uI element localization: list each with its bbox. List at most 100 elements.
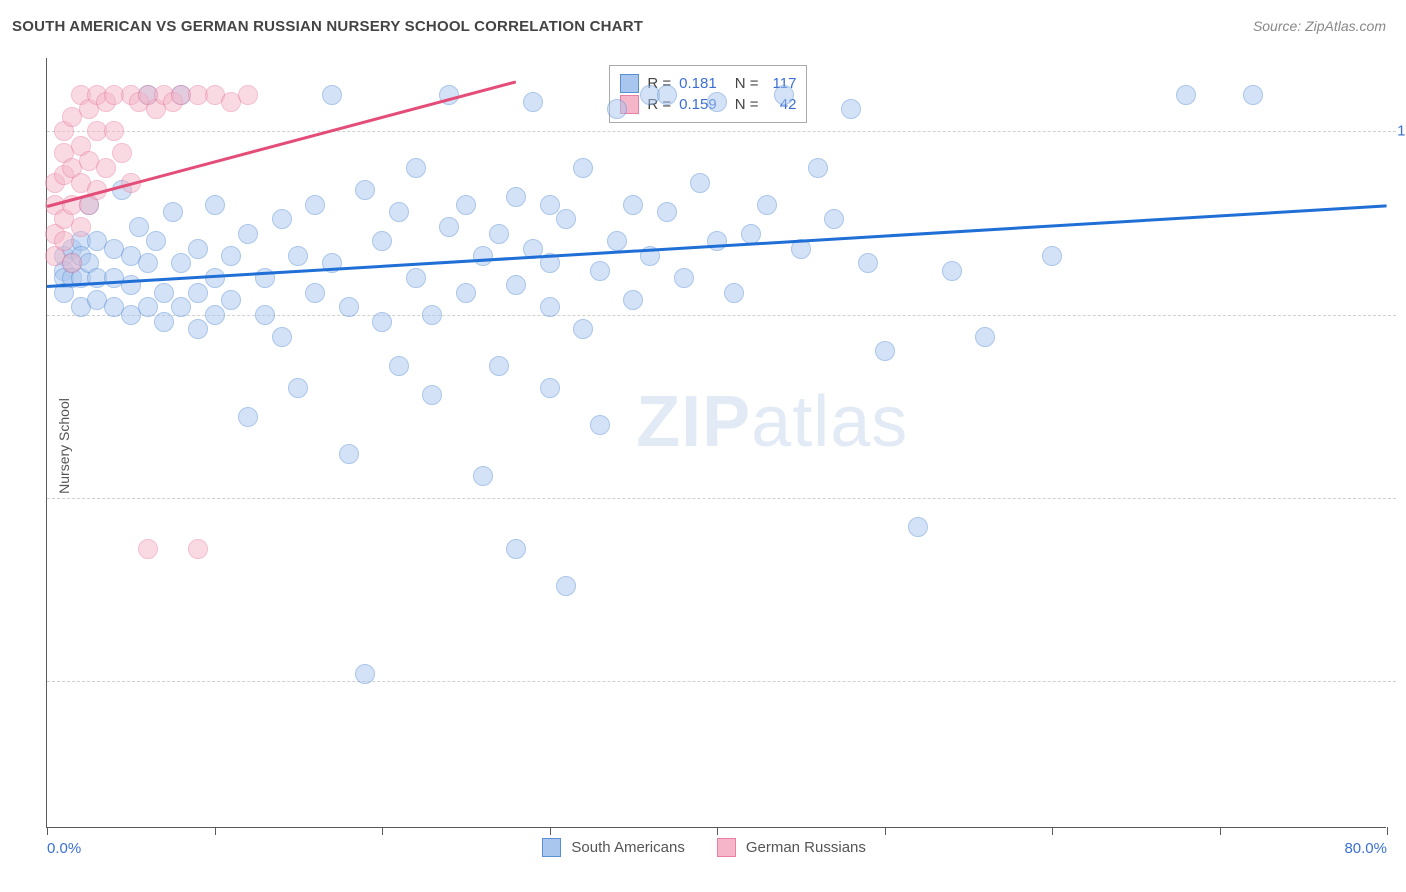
source-attribution: Source: ZipAtlas.com xyxy=(1253,18,1386,34)
chart-container: SOUTH AMERICAN VS GERMAN RUSSIAN NURSERY… xyxy=(0,0,1406,892)
scatter-point xyxy=(322,85,342,105)
scatter-point xyxy=(71,217,91,237)
scatter-point xyxy=(163,202,183,222)
series-legend: South AmericansGerman Russians xyxy=(542,838,887,857)
scatter-point xyxy=(121,275,141,295)
scatter-point xyxy=(238,224,258,244)
gridline-h xyxy=(47,131,1396,132)
plot-area: ZIPatlas R = 0.181N = 117R = 0.159N = 42… xyxy=(46,58,1386,828)
x-tick-label: 80.0% xyxy=(1344,840,1387,857)
x-tick xyxy=(382,827,383,835)
scatter-point xyxy=(422,305,442,325)
scatter-point xyxy=(138,539,158,559)
scatter-point xyxy=(188,283,208,303)
scatter-point xyxy=(657,202,677,222)
scatter-point xyxy=(573,319,593,339)
x-tick xyxy=(550,827,551,835)
x-tick xyxy=(717,827,718,835)
x-tick xyxy=(1387,827,1388,835)
title-row: SOUTH AMERICAN VS GERMAN RUSSIAN NURSERY… xyxy=(12,18,1386,35)
scatter-point xyxy=(355,180,375,200)
scatter-point xyxy=(489,356,509,376)
scatter-point xyxy=(188,239,208,259)
scatter-point xyxy=(1243,85,1263,105)
scatter-point xyxy=(1176,85,1196,105)
scatter-point xyxy=(305,283,325,303)
scatter-point xyxy=(188,319,208,339)
scatter-point xyxy=(623,195,643,215)
scatter-point xyxy=(590,415,610,435)
scatter-point xyxy=(339,444,359,464)
scatter-point xyxy=(774,85,794,105)
scatter-point xyxy=(690,173,710,193)
scatter-point xyxy=(406,268,426,288)
scatter-point xyxy=(406,158,426,178)
scatter-point xyxy=(54,231,74,251)
scatter-point xyxy=(372,231,392,251)
scatter-point xyxy=(540,297,560,317)
scatter-point xyxy=(154,312,174,332)
scatter-point xyxy=(339,297,359,317)
legend-n-label: N = xyxy=(735,75,759,92)
scatter-point xyxy=(221,246,241,266)
y-tick-label: 100.0% xyxy=(1397,123,1406,140)
scatter-point xyxy=(506,539,526,559)
scatter-point xyxy=(272,327,292,347)
legend-r-value: 0.181 xyxy=(679,75,717,92)
scatter-point xyxy=(422,385,442,405)
scatter-point xyxy=(556,576,576,596)
scatter-point xyxy=(540,195,560,215)
scatter-point xyxy=(942,261,962,281)
scatter-point xyxy=(741,224,761,244)
gridline-h xyxy=(47,681,1396,682)
scatter-point xyxy=(188,539,208,559)
scatter-point xyxy=(623,290,643,310)
watermark-bold: ZIP xyxy=(636,382,751,462)
scatter-point xyxy=(473,466,493,486)
scatter-point xyxy=(757,195,777,215)
scatter-point xyxy=(112,143,132,163)
scatter-point xyxy=(389,202,409,222)
scatter-point xyxy=(255,305,275,325)
scatter-point xyxy=(875,341,895,361)
scatter-point xyxy=(205,305,225,325)
gridline-h xyxy=(47,315,1396,316)
x-tick xyxy=(1052,827,1053,835)
scatter-point xyxy=(573,158,593,178)
scatter-point xyxy=(824,209,844,229)
scatter-point xyxy=(607,231,627,251)
scatter-point xyxy=(238,85,258,105)
scatter-point xyxy=(707,231,727,251)
scatter-point xyxy=(62,253,82,273)
scatter-point xyxy=(96,158,116,178)
scatter-point xyxy=(439,217,459,237)
scatter-point xyxy=(707,92,727,112)
x-tick xyxy=(47,827,48,835)
trend-line xyxy=(47,205,1387,289)
scatter-point xyxy=(506,275,526,295)
scatter-point xyxy=(674,268,694,288)
scatter-point xyxy=(355,664,375,684)
scatter-point xyxy=(272,209,292,229)
scatter-point xyxy=(288,378,308,398)
scatter-point xyxy=(540,378,560,398)
scatter-point xyxy=(146,231,166,251)
scatter-point xyxy=(858,253,878,273)
scatter-point xyxy=(104,121,124,141)
scatter-point xyxy=(607,99,627,119)
x-tick xyxy=(215,827,216,835)
scatter-point xyxy=(506,187,526,207)
scatter-point xyxy=(171,253,191,273)
scatter-point xyxy=(138,253,158,273)
gridline-h xyxy=(47,498,1396,499)
scatter-point xyxy=(724,283,744,303)
scatter-point xyxy=(171,297,191,317)
legend-swatch xyxy=(717,838,736,857)
scatter-point xyxy=(372,312,392,332)
scatter-point xyxy=(205,195,225,215)
watermark: ZIPatlas xyxy=(636,381,908,463)
x-tick xyxy=(885,827,886,835)
scatter-point xyxy=(389,356,409,376)
legend-swatch xyxy=(542,838,561,857)
scatter-point xyxy=(556,209,576,229)
